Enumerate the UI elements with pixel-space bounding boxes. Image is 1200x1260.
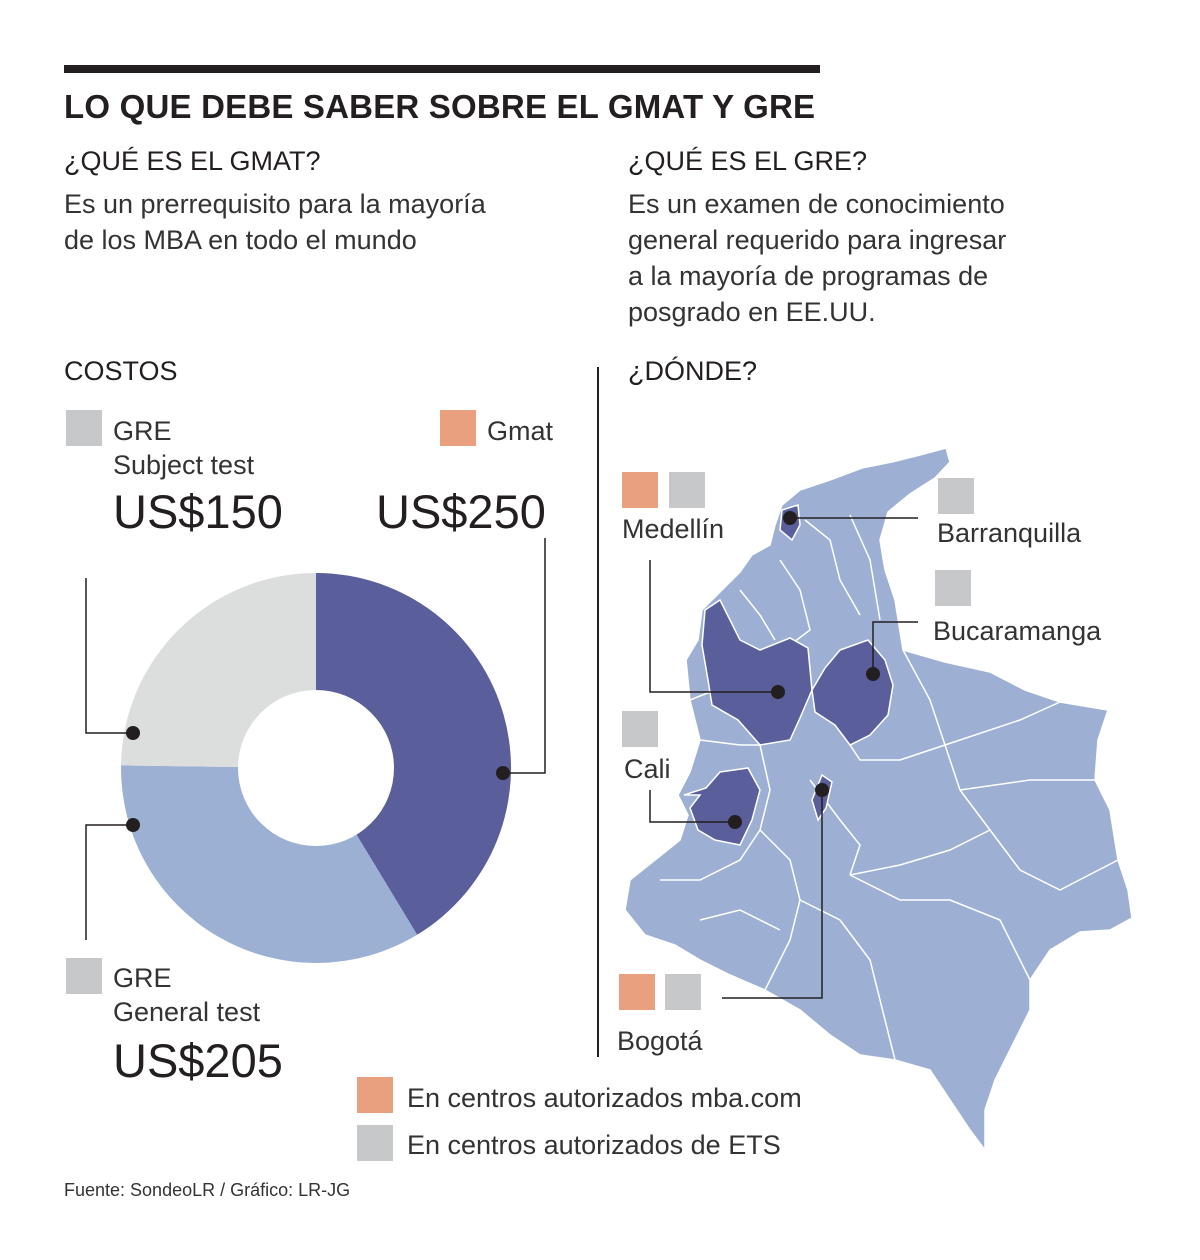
gre-description-line: a la mayoría de programas de xyxy=(628,261,989,291)
gre-description-line: general requerido para ingresar xyxy=(628,225,1007,255)
gre-subject-label: GRE Subject test xyxy=(113,414,254,482)
leader-line-medellin xyxy=(649,560,778,693)
legend-label-mba: En centros autorizados mba.com xyxy=(407,1083,802,1113)
city-label-cali: Cali xyxy=(624,754,671,784)
headline: LO QUE DEBE SABER SOBRE EL GMAT Y GRE xyxy=(64,88,816,125)
cost-donut-chart xyxy=(85,538,546,964)
legend-label-ets: En centros autorizados de ETS xyxy=(407,1130,781,1160)
leader-dot-gre-general xyxy=(126,818,140,832)
gre-general-label: GRE General test xyxy=(113,961,260,1029)
gre-general-price: US$205 xyxy=(113,1034,283,1087)
donut-hole xyxy=(238,690,394,846)
city-dots xyxy=(728,511,880,829)
where-title: ¿DÓNDE? xyxy=(628,356,758,386)
gre-subject-label-line: Subject test xyxy=(113,450,255,480)
gre-description: Es un examen de conocimiento general req… xyxy=(628,186,1006,330)
leader-dot-gre-subject xyxy=(126,726,140,740)
gmat-description: Es un prerrequisito para la mayoría de l… xyxy=(64,186,486,258)
city-leader-lines xyxy=(649,517,918,999)
legend-swatch-mba xyxy=(357,1077,393,1113)
column-divider xyxy=(597,367,599,1057)
source-credit: Fuente: SondeoLR / Gráfico: LR-JG xyxy=(64,1180,351,1200)
leader-line-bogota xyxy=(722,790,823,999)
bogota-ets-swatch xyxy=(665,974,701,1010)
gre-general-swatch xyxy=(66,958,102,994)
gre-description-line: posgrado en EE.UU. xyxy=(628,297,876,327)
gmat-description-line: Es un prerrequisito para la mayoría xyxy=(64,189,486,219)
leader-line-bucaramanga xyxy=(872,621,918,674)
gre-subject-swatch xyxy=(66,410,102,446)
gmat-question: ¿QUÉ ES EL GMAT? xyxy=(64,146,321,176)
city-dot-bogota xyxy=(815,783,829,797)
gre-subject-label-line: GRE xyxy=(113,416,172,446)
city-label-bogota: Bogotá xyxy=(617,1026,703,1056)
leader-line-gmat xyxy=(503,538,546,774)
legend-swatch-ets xyxy=(357,1125,393,1161)
city-dot-medellin xyxy=(771,685,785,699)
bogota-gmat-swatch xyxy=(619,974,655,1010)
gmat-label: Gmat xyxy=(487,416,554,446)
costs-title: COSTOS xyxy=(64,356,178,386)
colombia-outline xyxy=(624,447,1133,1153)
antioquia-region xyxy=(701,598,813,746)
city-dot-barranquilla xyxy=(783,511,797,525)
gre-general-label-line: GRE xyxy=(113,963,172,993)
valle-region xyxy=(683,767,761,846)
cali-ets-swatch xyxy=(622,711,658,747)
leader-line-gre-general xyxy=(85,824,133,940)
gre-question: ¿QUÉ ES EL GRE? xyxy=(628,146,868,176)
leader-line-cali xyxy=(649,790,735,823)
gmat-description-line: de los MBA en todo el mundo xyxy=(64,225,417,255)
bucaramanga-ets-swatch xyxy=(935,570,971,606)
city-label-medellin: Medellín xyxy=(622,514,725,544)
leader-line-gre-subject xyxy=(85,578,133,734)
city-label-barranquilla: Barranquilla xyxy=(937,518,1082,548)
city-label-bucaramanga: Bucaramanga xyxy=(933,616,1102,646)
gre-subject-price: US$150 xyxy=(113,485,283,538)
city-dot-bucaramanga xyxy=(866,667,880,681)
medellin-gmat-swatch xyxy=(622,472,658,508)
leader-dot-gmat xyxy=(496,766,510,780)
gre-general-label-line: General test xyxy=(113,997,261,1027)
medellin-ets-swatch xyxy=(669,472,705,508)
gmat-swatch xyxy=(440,410,476,446)
gre-description-line: Es un examen de conocimiento xyxy=(628,189,1005,219)
gmat-price: US$250 xyxy=(376,485,546,538)
top-rule xyxy=(64,65,820,73)
barranquilla-ets-swatch xyxy=(938,478,974,514)
city-dot-cali xyxy=(728,815,742,829)
donut-slice-gmat xyxy=(316,573,512,935)
